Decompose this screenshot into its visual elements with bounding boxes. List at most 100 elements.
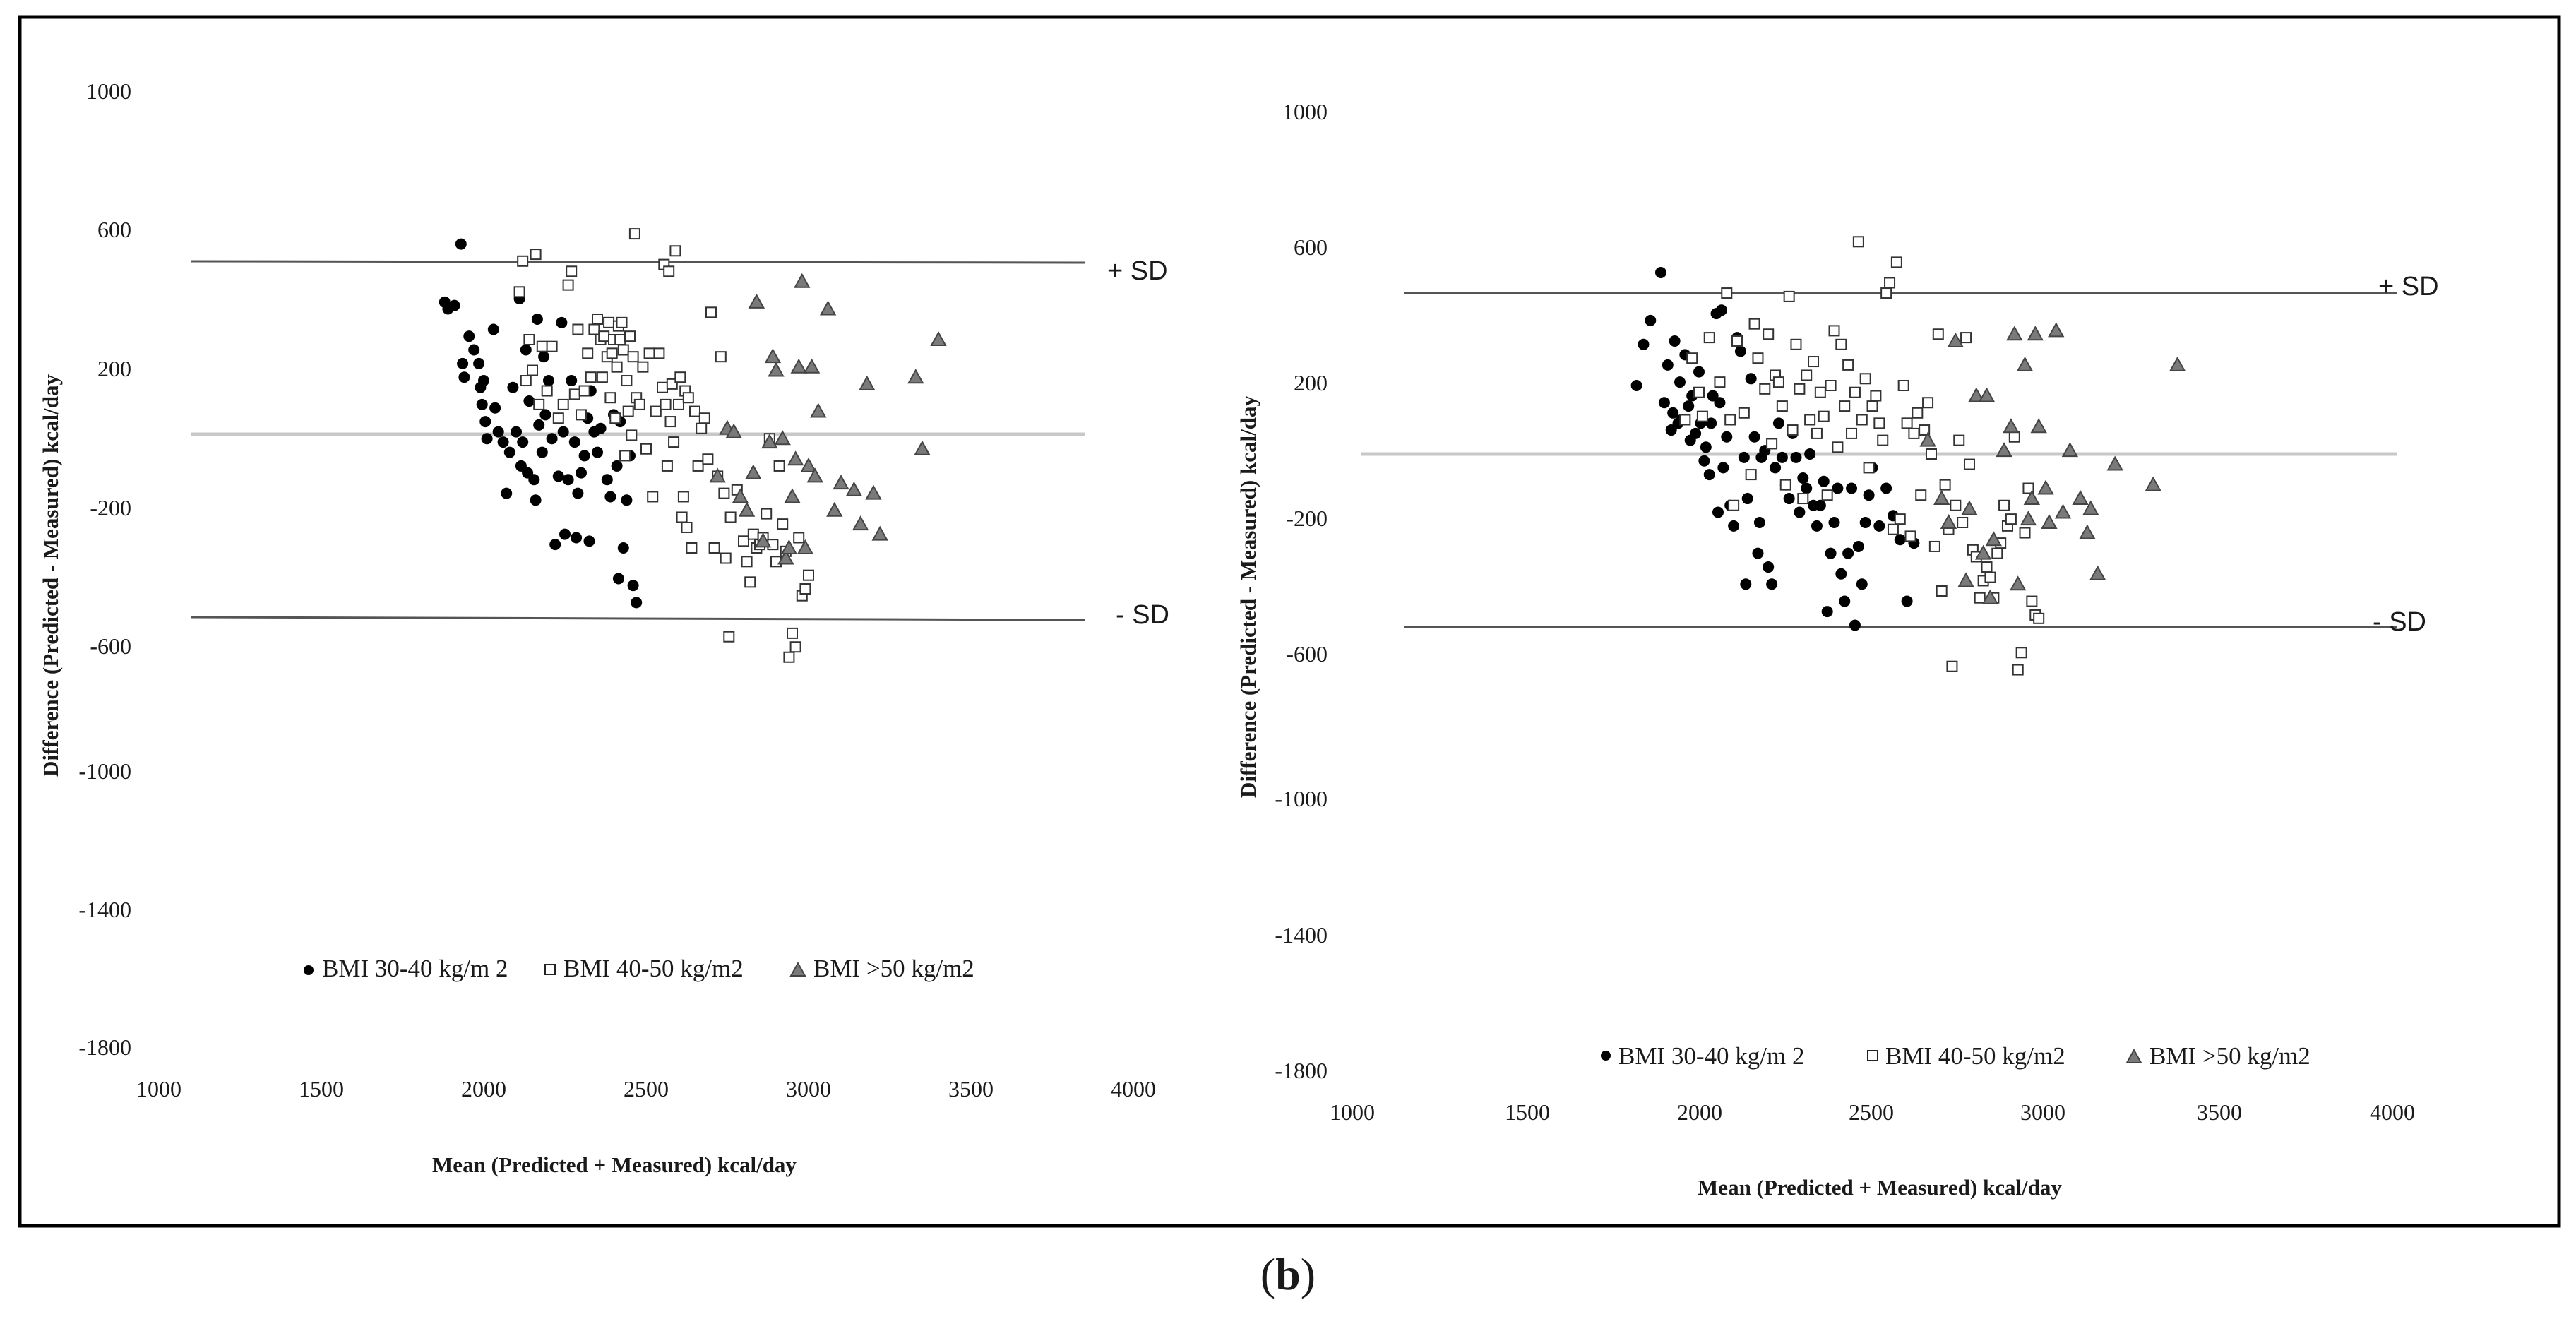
point-bmi-over-50: [2106, 455, 2123, 471]
point-bmi-40-50: [803, 569, 814, 581]
right-chart: 1000 600 200 -200 -600 -1000 -1400 -1800…: [1236, 99, 2439, 1200]
point-bmi-over-50: [1961, 500, 1978, 515]
point-bmi-30-40: [536, 446, 548, 458]
point-bmi-40-50: [689, 405, 700, 417]
point-bmi-30-40: [543, 375, 554, 387]
point-bmi-40-50: [523, 334, 535, 346]
point-bmi-30-40: [578, 450, 590, 462]
point-bmi-30-40: [457, 357, 469, 369]
point-bmi-40-50: [1835, 338, 1847, 350]
point-bmi-40-50: [604, 392, 616, 404]
point-bmi-40-50: [761, 508, 773, 520]
left-x-tick-label: 1000: [136, 1076, 181, 1102]
point-bmi-40-50: [1877, 434, 1889, 446]
point-bmi-over-50: [797, 539, 814, 554]
point-bmi-30-40: [1748, 431, 1760, 443]
point-bmi-over-50: [1996, 442, 2012, 458]
point-bmi-30-40: [571, 532, 583, 544]
point-bmi-40-50: [1679, 414, 1691, 426]
point-bmi-30-40: [1770, 462, 1782, 474]
point-bmi-40-50: [647, 491, 659, 503]
point-bmi-40-50: [2022, 482, 2034, 494]
point-bmi-over-50: [784, 488, 801, 503]
point-bmi-30-40: [455, 238, 467, 250]
point-bmi-40-50: [681, 521, 693, 533]
caption-open-paren: (: [1260, 1249, 1275, 1299]
point-bmi-40-50: [619, 450, 631, 462]
point-bmi-40-50: [626, 429, 638, 441]
point-bmi-40-50: [1932, 328, 1944, 340]
point-bmi-over-50: [1978, 387, 1996, 402]
point-bmi-40-50: [1804, 414, 1816, 426]
point-bmi-over-50: [754, 532, 772, 548]
point-bmi-30-40: [562, 474, 574, 486]
point-bmi-over-50: [2061, 442, 2079, 458]
point-bmi-30-40: [1818, 475, 1830, 487]
point-bmi-40-50: [718, 487, 730, 499]
point-bmi-40-50: [562, 279, 574, 291]
right-x-tick-label: 2500: [1849, 1099, 1894, 1125]
point-bmi-over-50: [1947, 332, 1964, 347]
left-y-tick-label: -1800: [78, 1034, 131, 1060]
point-bmi-30-40: [517, 436, 529, 448]
point-bmi-over-50: [1933, 489, 1950, 506]
point-bmi-30-40: [552, 470, 564, 482]
point-bmi-40-50: [1953, 434, 1965, 446]
point-bmi-over-50: [1968, 387, 1985, 402]
point-bmi-40-50: [1825, 380, 1837, 391]
point-bmi-over-50: [845, 481, 863, 496]
point-bmi-30-40: [1728, 520, 1740, 532]
left-legend-marker-square: [544, 964, 556, 975]
point-bmi-40-50: [724, 511, 737, 523]
point-bmi-over-50: [794, 273, 811, 288]
point-bmi-over-50: [2023, 489, 2041, 506]
point-bmi-40-50: [1915, 489, 1927, 501]
point-bmi-30-40: [1766, 578, 1778, 590]
point-bmi-over-50: [806, 467, 823, 483]
point-bmi-30-40: [1705, 417, 1717, 429]
left-x-axis-title: Mean (Predicted + Measured) kcal/day: [432, 1152, 797, 1177]
point-bmi-30-40: [458, 371, 470, 383]
point-bmi-30-40: [1901, 595, 1913, 607]
point-bmi-30-40: [487, 323, 499, 335]
point-bmi-40-50: [596, 371, 608, 383]
point-bmi-40-50: [1818, 410, 1830, 422]
point-bmi-40-50: [614, 334, 626, 346]
point-bmi-30-40: [492, 426, 504, 438]
point-bmi-40-50: [715, 351, 727, 363]
point-bmi-over-50: [748, 293, 765, 309]
point-bmi-over-50: [709, 467, 726, 483]
point-bmi-40-50: [698, 412, 710, 424]
point-bmi-40-50: [747, 528, 759, 540]
caption-close-paren: ): [1301, 1249, 1316, 1299]
right-lower-sd-label: - SD: [2373, 607, 2426, 637]
point-bmi-40-50: [1703, 332, 1715, 344]
point-bmi-40-50: [650, 405, 662, 417]
point-bmi-30-40: [1654, 266, 1666, 278]
point-bmi-40-50: [663, 265, 675, 277]
right-y-tick-label: 200: [1294, 370, 1328, 395]
point-bmi-40-50: [1814, 386, 1826, 398]
right-y-axis-title: Difference (Predicted - Measured) kcal/d…: [1236, 395, 1260, 798]
point-bmi-30-40: [489, 402, 501, 414]
point-bmi-40-50: [603, 316, 615, 328]
point-bmi-30-40: [1717, 462, 1729, 474]
point-bmi-40-50: [677, 491, 689, 503]
point-bmi-over-50: [790, 358, 807, 374]
point-bmi-40-50: [1828, 325, 1840, 337]
right-y-tick-label: -600: [1286, 641, 1328, 667]
left-x-tick-label: 3000: [786, 1076, 831, 1102]
point-bmi-over-50: [2027, 326, 2044, 341]
point-bmi-40-50: [637, 361, 649, 373]
point-bmi-30-40: [507, 381, 519, 393]
point-bmi-over-50: [1919, 431, 1936, 447]
point-bmi-30-40: [601, 474, 613, 486]
point-bmi-40-50: [773, 460, 785, 472]
point-bmi-40-50: [1794, 383, 1806, 395]
right-upper-sd-label: + SD: [2378, 272, 2439, 302]
point-bmi-30-40: [1894, 534, 1906, 546]
point-bmi-40-50: [592, 313, 603, 325]
point-bmi-30-40: [572, 487, 584, 499]
point-bmi-over-50: [2006, 326, 2023, 341]
point-bmi-30-40: [595, 422, 607, 434]
